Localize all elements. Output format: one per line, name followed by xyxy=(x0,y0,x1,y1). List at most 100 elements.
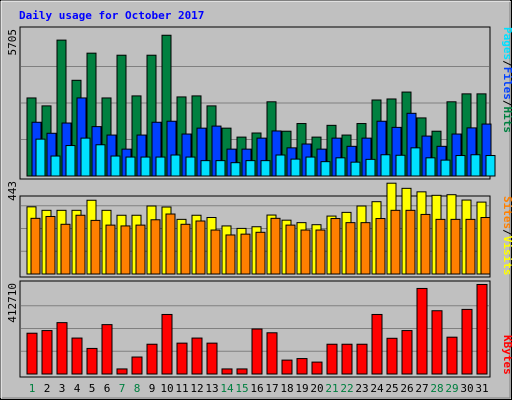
x-tick-label: 8 xyxy=(134,382,141,395)
x-tick-label: 15 xyxy=(235,382,248,395)
sites-bar xyxy=(300,229,311,275)
legend-pages: Pages xyxy=(501,27,512,60)
bars xyxy=(21,34,496,375)
sites-bar xyxy=(345,222,356,275)
kbytes-bar xyxy=(416,287,428,375)
legend-sep-3: / xyxy=(501,229,512,236)
legend-hits: Hits xyxy=(501,107,512,134)
x-tick-label: 25 xyxy=(385,382,398,395)
sites-bar xyxy=(420,213,431,275)
kbytes-bar xyxy=(296,358,308,375)
pages-bar xyxy=(440,159,451,177)
sites-bar xyxy=(75,214,86,275)
sites-bar xyxy=(405,209,416,275)
kbytes-bar xyxy=(281,359,293,375)
kbytes-bar xyxy=(401,330,413,375)
sites-bar xyxy=(435,218,446,275)
pages-bar xyxy=(395,154,406,177)
sites-bar xyxy=(45,215,56,275)
x-tick-label: 22 xyxy=(340,382,353,395)
x-tick-label: 18 xyxy=(280,382,293,395)
x-tick-label: 1 xyxy=(29,382,36,395)
sites-bar xyxy=(60,223,71,275)
kbytes-bar xyxy=(371,313,383,375)
sites-bar xyxy=(120,225,131,275)
legend-sep-2: / xyxy=(501,100,512,107)
x-tick-label: 31 xyxy=(475,382,488,395)
pages-bar xyxy=(290,158,301,177)
x-tick-label: 13 xyxy=(205,382,218,395)
legend-kbytes: KBytes xyxy=(501,335,512,375)
chart-title: Daily usage for October 2017 xyxy=(19,9,204,22)
sites-bar xyxy=(360,222,371,275)
pages-bar xyxy=(245,160,256,177)
sites-bar xyxy=(480,217,491,275)
legend-sep-1: / xyxy=(501,60,512,67)
x-tick-label: 4 xyxy=(74,382,81,395)
kbytes-bar xyxy=(221,368,233,375)
visits-y-max: 443 xyxy=(6,181,19,201)
pages-bar xyxy=(110,155,121,177)
pages-bar xyxy=(215,160,226,177)
x-tick-label: 27 xyxy=(415,382,428,395)
kbytes-bar xyxy=(146,343,158,375)
kbytes-bar xyxy=(326,343,338,375)
kbytes-bar xyxy=(206,342,218,375)
hits-y-max: 5705 xyxy=(6,29,19,56)
kbytes-bar xyxy=(56,322,68,375)
pages-bar xyxy=(50,155,61,177)
pages-bar xyxy=(380,154,391,177)
pages-bar xyxy=(305,156,316,177)
pages-bar xyxy=(320,161,331,177)
pages-bar xyxy=(485,155,496,177)
hits-legend: Pages/Files/Hits xyxy=(501,27,512,133)
x-tick-label: 6 xyxy=(104,382,111,395)
kbytes-bar xyxy=(356,343,368,375)
kbytes-bar xyxy=(251,328,263,375)
kbytes-bar xyxy=(236,368,248,375)
kbytes-bar xyxy=(446,336,458,375)
sites-bar xyxy=(255,231,266,275)
x-tick-label: 23 xyxy=(355,382,368,395)
pages-bar xyxy=(455,155,466,177)
kbytes-bar xyxy=(86,347,98,375)
kbytes-bar xyxy=(131,356,143,375)
pages-bar xyxy=(365,158,376,177)
sites-bar xyxy=(330,218,341,275)
sites-bar xyxy=(270,217,281,275)
pages-bar xyxy=(425,157,436,177)
pages-bar xyxy=(470,154,481,177)
pages-bar xyxy=(260,160,271,177)
x-tick-label: 21 xyxy=(325,382,338,395)
sites-bar xyxy=(450,218,461,275)
kbytes-bar xyxy=(161,313,173,375)
pages-bar xyxy=(125,156,136,177)
sites-bar xyxy=(165,213,176,275)
x-tick-label: 16 xyxy=(250,382,263,395)
kbytes-y-max: 412710 xyxy=(6,283,19,323)
sites-bar xyxy=(225,234,236,275)
x-tick-label: 29 xyxy=(445,382,458,395)
kbytes-bar xyxy=(341,343,353,375)
pages-bar xyxy=(140,156,151,177)
sites-bar xyxy=(240,233,251,275)
pages-bar xyxy=(65,145,76,177)
pages-bar xyxy=(95,144,106,177)
kbytes-bar xyxy=(26,332,38,375)
pages-bar xyxy=(350,161,361,177)
kbytes-bar xyxy=(311,361,323,375)
pages-bar xyxy=(230,162,241,177)
legend-files: Files xyxy=(501,67,512,100)
kbytes-legend: KBytes xyxy=(501,335,512,375)
kbytes-bar xyxy=(116,368,128,375)
sites-bar xyxy=(285,224,296,275)
pages-bar xyxy=(80,137,91,177)
x-tick-label: 24 xyxy=(370,382,384,395)
sites-bar xyxy=(90,219,101,275)
sites-bar xyxy=(30,217,41,275)
sites-bar xyxy=(465,218,476,275)
sites-bar xyxy=(105,224,116,275)
kbytes-bar xyxy=(476,283,488,375)
x-tick-label: 19 xyxy=(295,382,308,395)
